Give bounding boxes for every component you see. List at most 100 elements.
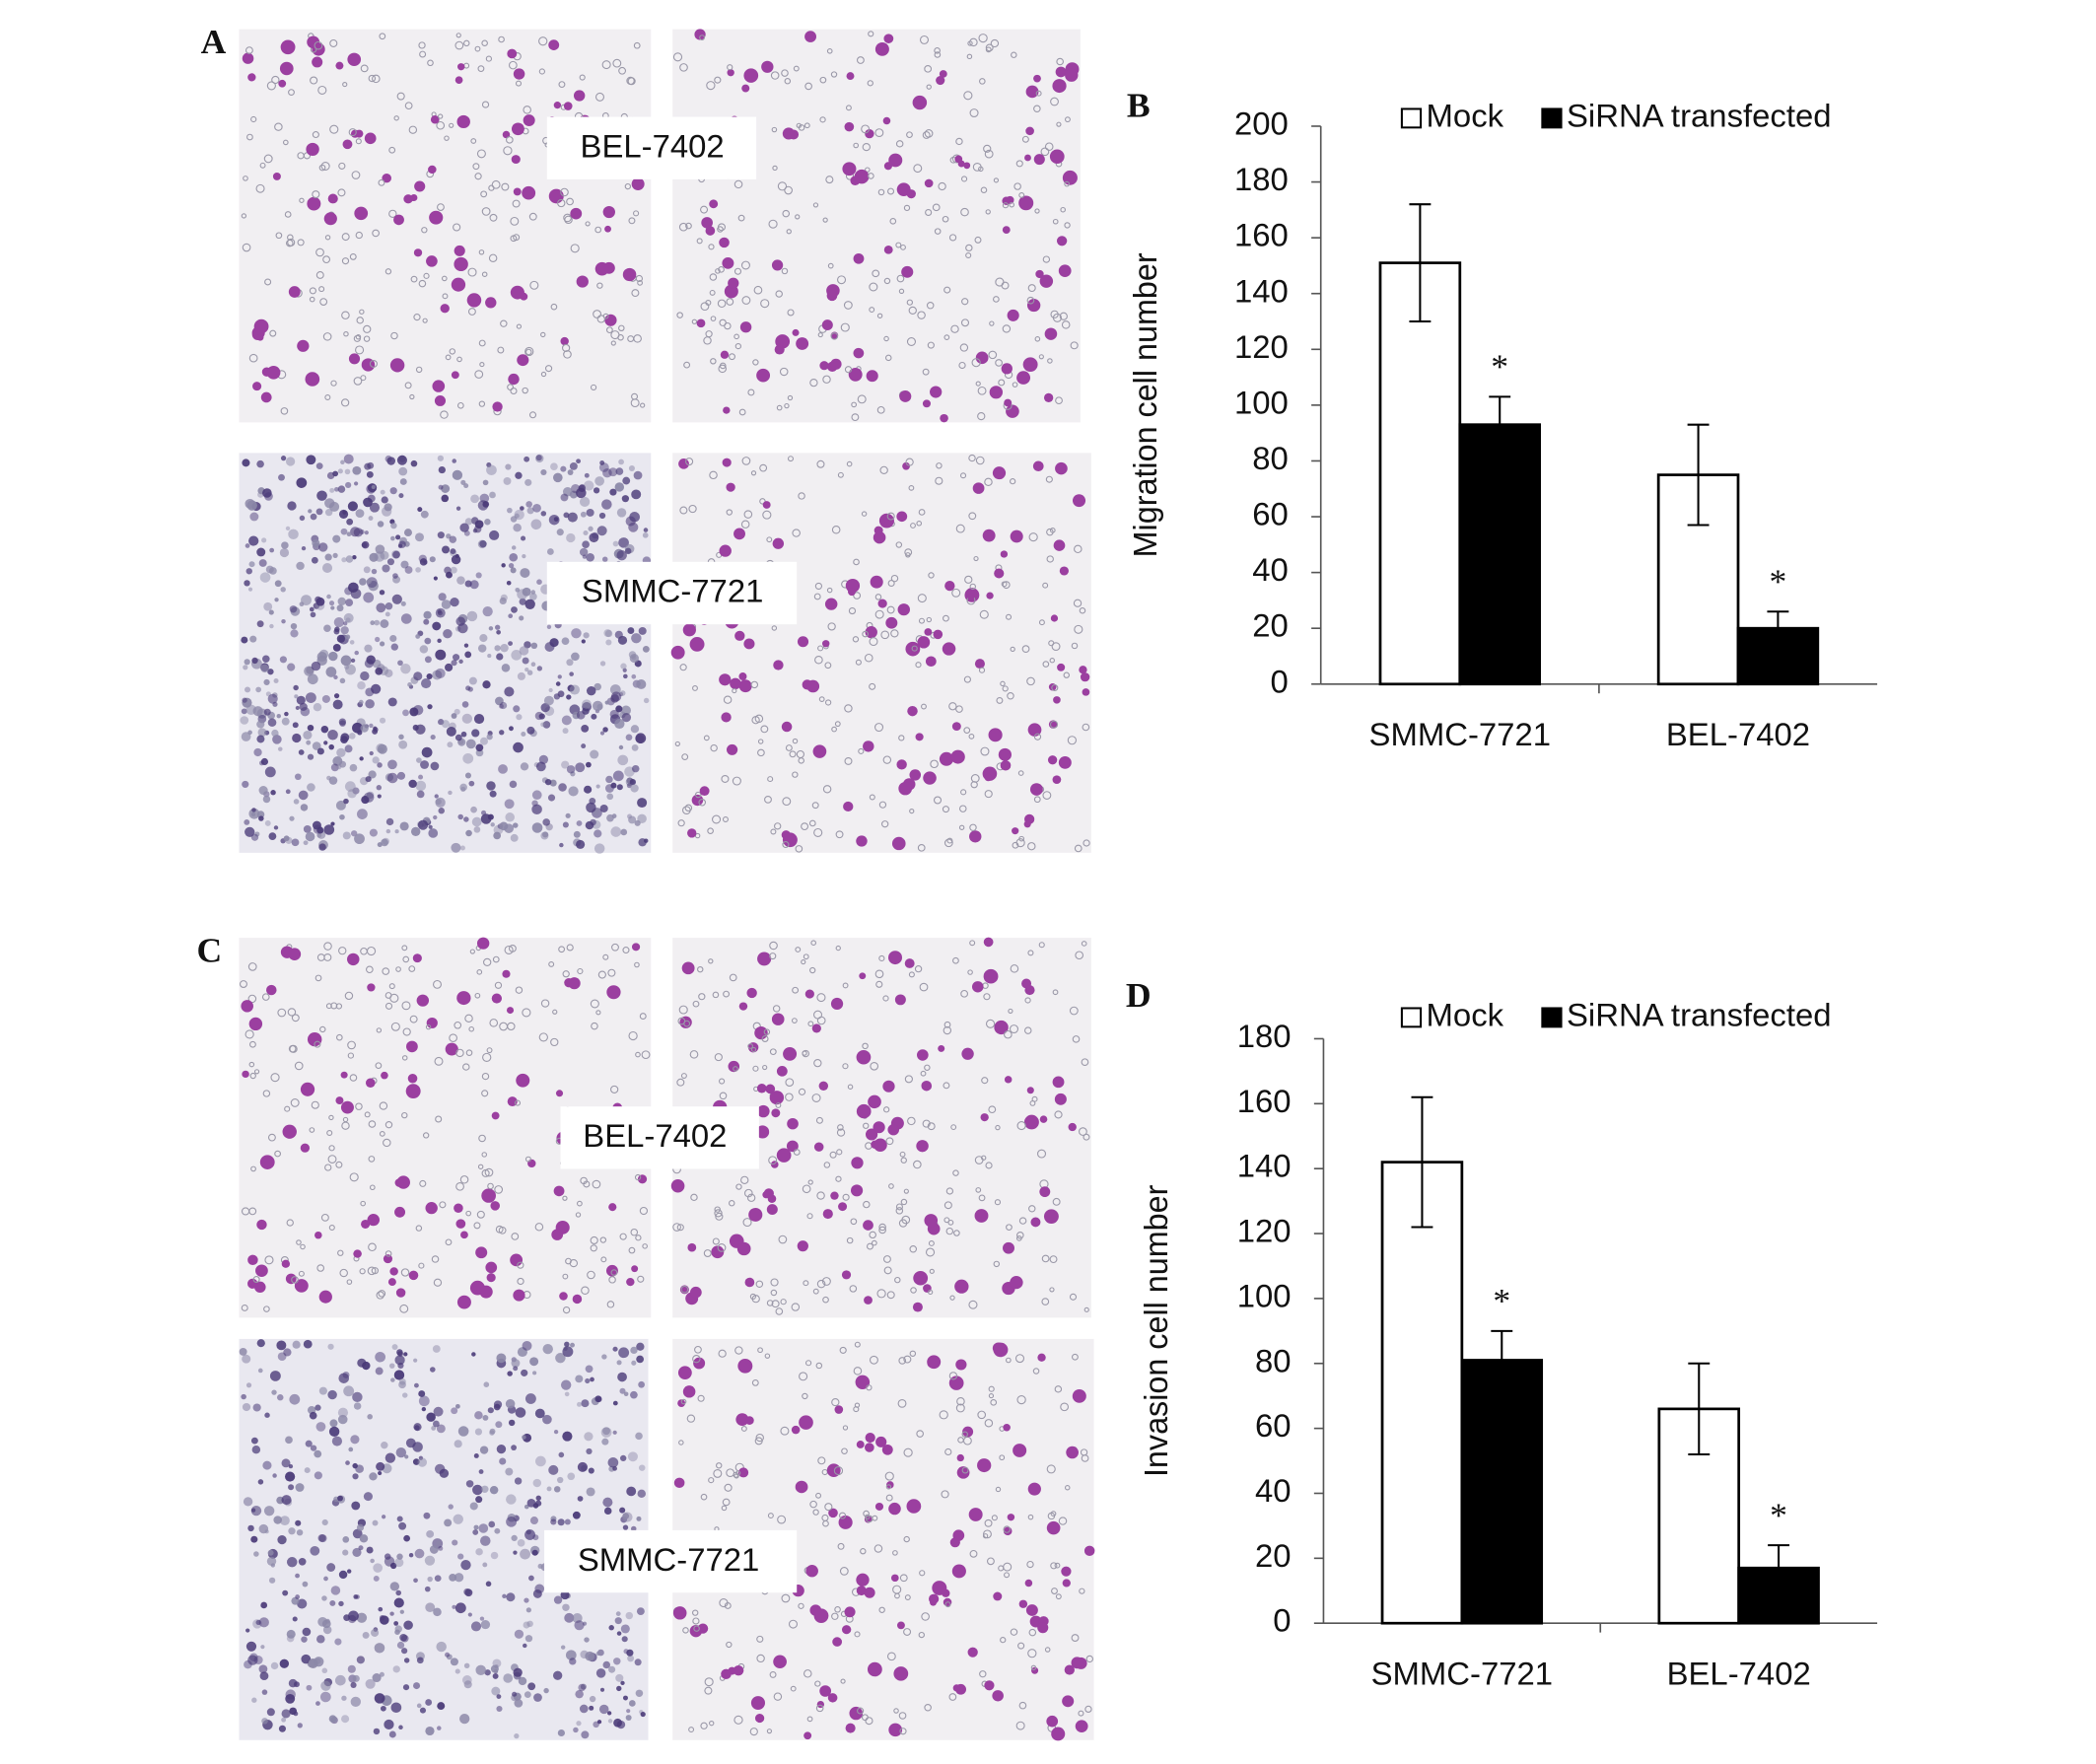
cell bbox=[417, 1457, 427, 1467]
cell bbox=[970, 774, 980, 783]
cell bbox=[279, 61, 294, 76]
cell bbox=[259, 162, 266, 169]
cell bbox=[608, 1665, 616, 1673]
cell bbox=[256, 1339, 265, 1348]
cell bbox=[331, 1436, 343, 1446]
cell bbox=[806, 1716, 813, 1723]
cell bbox=[383, 1254, 393, 1264]
y-tick-label: 60 bbox=[1252, 496, 1289, 532]
cell bbox=[610, 1269, 618, 1276]
cell bbox=[811, 1094, 821, 1102]
cell bbox=[1072, 1389, 1086, 1403]
cell bbox=[499, 1457, 507, 1465]
cell bbox=[1028, 532, 1038, 542]
cell bbox=[678, 1005, 688, 1015]
cell bbox=[470, 138, 477, 144]
cell bbox=[786, 1140, 799, 1153]
cell bbox=[726, 743, 738, 755]
cell bbox=[354, 650, 359, 656]
cell bbox=[239, 1347, 247, 1356]
cell bbox=[247, 587, 253, 592]
cell bbox=[732, 776, 741, 786]
cell bbox=[595, 1668, 606, 1678]
significance: * bbox=[1769, 563, 1786, 601]
cell bbox=[814, 1680, 821, 1687]
cell bbox=[797, 1240, 808, 1252]
cell bbox=[262, 1090, 271, 1097]
cell bbox=[269, 1371, 281, 1381]
cell bbox=[759, 463, 768, 472]
cell bbox=[824, 598, 838, 610]
cell bbox=[563, 350, 572, 359]
cell bbox=[394, 1206, 406, 1218]
cell bbox=[506, 1007, 515, 1015]
cell bbox=[591, 1022, 598, 1030]
cell bbox=[631, 489, 642, 500]
cell bbox=[267, 693, 278, 704]
cell bbox=[565, 812, 571, 818]
cell bbox=[466, 610, 478, 622]
cell bbox=[343, 798, 349, 805]
cell bbox=[496, 1694, 502, 1699]
cell bbox=[515, 471, 523, 479]
cell bbox=[736, 1241, 751, 1256]
cell bbox=[844, 366, 853, 374]
cell bbox=[520, 1548, 531, 1560]
cell bbox=[290, 622, 298, 630]
cell bbox=[397, 660, 403, 667]
cell bbox=[774, 822, 782, 830]
cell bbox=[685, 458, 694, 466]
cell bbox=[593, 700, 603, 712]
cell bbox=[930, 759, 939, 769]
cell bbox=[553, 1595, 563, 1604]
cell bbox=[513, 705, 521, 713]
cell bbox=[822, 217, 828, 223]
cell bbox=[744, 1416, 754, 1425]
cell bbox=[1033, 154, 1045, 166]
cell bbox=[610, 826, 622, 837]
cell bbox=[703, 1249, 712, 1257]
cell bbox=[1027, 842, 1036, 851]
cell bbox=[371, 484, 376, 490]
cell bbox=[773, 1692, 783, 1701]
cell bbox=[465, 739, 476, 749]
cell bbox=[844, 704, 853, 713]
cell bbox=[792, 529, 801, 537]
cell bbox=[595, 1651, 600, 1657]
cell bbox=[306, 1684, 313, 1691]
cell bbox=[766, 1300, 774, 1306]
cell bbox=[812, 744, 827, 758]
cell bbox=[576, 820, 583, 826]
cell bbox=[599, 1236, 607, 1243]
cell bbox=[318, 1290, 332, 1304]
cell bbox=[631, 1265, 639, 1273]
cell bbox=[321, 1667, 328, 1674]
cell bbox=[514, 513, 520, 519]
cell bbox=[429, 1367, 436, 1373]
cell bbox=[903, 1188, 909, 1194]
cell bbox=[830, 71, 838, 78]
cell bbox=[353, 1249, 362, 1258]
cell bbox=[273, 1516, 283, 1524]
cell bbox=[242, 1402, 251, 1412]
cell bbox=[286, 1219, 294, 1227]
cell bbox=[601, 1438, 609, 1446]
cell bbox=[334, 1638, 342, 1646]
cell bbox=[384, 1002, 393, 1010]
cell bbox=[368, 770, 377, 779]
cell bbox=[737, 1358, 753, 1374]
cell bbox=[312, 741, 321, 750]
cell bbox=[590, 384, 597, 390]
cell bbox=[242, 780, 249, 788]
cell bbox=[590, 749, 599, 759]
cell bbox=[341, 1715, 350, 1724]
cell bbox=[888, 1723, 903, 1737]
cell bbox=[464, 1014, 473, 1023]
cell bbox=[335, 1161, 343, 1168]
cell bbox=[297, 239, 305, 247]
cell bbox=[262, 655, 270, 663]
cell bbox=[460, 786, 466, 793]
cell bbox=[714, 1209, 723, 1218]
cell bbox=[1033, 105, 1041, 112]
cell bbox=[593, 310, 602, 318]
